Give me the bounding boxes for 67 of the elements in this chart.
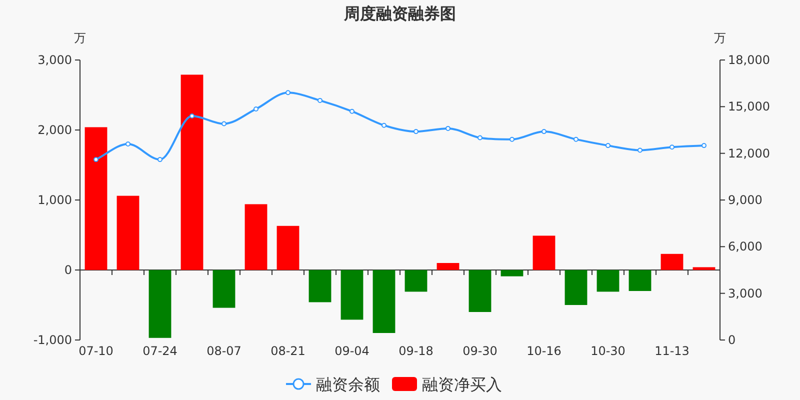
point xyxy=(190,114,194,118)
bar xyxy=(244,204,268,270)
bar xyxy=(436,263,460,270)
x-tick-label: 09-04 xyxy=(334,344,370,358)
y2-tick-label: 0 xyxy=(728,333,736,347)
point xyxy=(446,126,450,131)
x-tick-label: 09-30 xyxy=(462,344,498,358)
bar xyxy=(84,127,108,270)
bar xyxy=(564,270,588,305)
point xyxy=(286,90,290,96)
bar xyxy=(692,267,716,270)
point xyxy=(94,157,98,162)
x-tick-label: 10-16 xyxy=(526,344,562,358)
y-tick-label: 3,000 xyxy=(38,53,72,67)
bar xyxy=(212,270,236,308)
bar xyxy=(404,270,428,292)
x-tick-label: 08-07 xyxy=(206,344,242,358)
point xyxy=(606,143,610,148)
point xyxy=(414,129,418,134)
y2-tick-label: 9,000 xyxy=(728,193,762,207)
y2-tick-label: 3,000 xyxy=(728,286,762,300)
legend-label: 融资净买入 xyxy=(422,375,502,394)
bar xyxy=(340,270,364,320)
point xyxy=(670,144,674,150)
bar xyxy=(276,226,300,270)
point xyxy=(478,135,482,140)
bar xyxy=(372,270,396,333)
point xyxy=(638,148,642,153)
y2-axis-title: 万 xyxy=(714,31,726,45)
x-tick-label: 10-30 xyxy=(590,344,626,358)
bar xyxy=(596,270,620,292)
bar xyxy=(148,270,172,338)
y-axis-title: 万 xyxy=(74,31,86,45)
x-tick-label: 09-18 xyxy=(398,344,434,358)
y-tick-label: 2,000 xyxy=(38,123,72,137)
bar xyxy=(468,270,492,312)
bar xyxy=(532,236,556,270)
bar xyxy=(308,270,332,302)
bar xyxy=(628,270,652,291)
bar xyxy=(660,254,684,270)
x-tick-label: 07-10 xyxy=(78,344,114,358)
point xyxy=(574,136,578,142)
bar xyxy=(500,270,524,276)
point xyxy=(254,106,258,112)
y-tick-label: 0 xyxy=(64,263,72,277)
bar xyxy=(180,74,204,270)
point xyxy=(318,98,322,103)
y2-tick-label: 18,000 xyxy=(728,53,770,67)
point xyxy=(542,129,546,134)
y2-tick-label: 6,000 xyxy=(728,240,762,254)
point xyxy=(126,142,130,146)
y-tick-label: -1,000 xyxy=(33,333,72,347)
x-tick-label: 07-24 xyxy=(142,344,178,358)
point xyxy=(350,108,354,114)
bar xyxy=(116,196,140,270)
y2-tick-label: 15,000 xyxy=(728,100,770,114)
x-tick-label: 08-21 xyxy=(270,344,306,358)
point xyxy=(510,136,514,142)
chart-title: 周度融资融券图 xyxy=(343,4,456,23)
point xyxy=(702,143,706,148)
point xyxy=(158,157,162,162)
y-tick-label: 1,000 xyxy=(38,193,72,207)
point xyxy=(222,121,226,126)
x-tick-label: 11-13 xyxy=(654,344,690,358)
point xyxy=(382,122,386,128)
legend-label: 融资余额 xyxy=(316,375,380,394)
y2-tick-label: 12,000 xyxy=(728,146,770,160)
